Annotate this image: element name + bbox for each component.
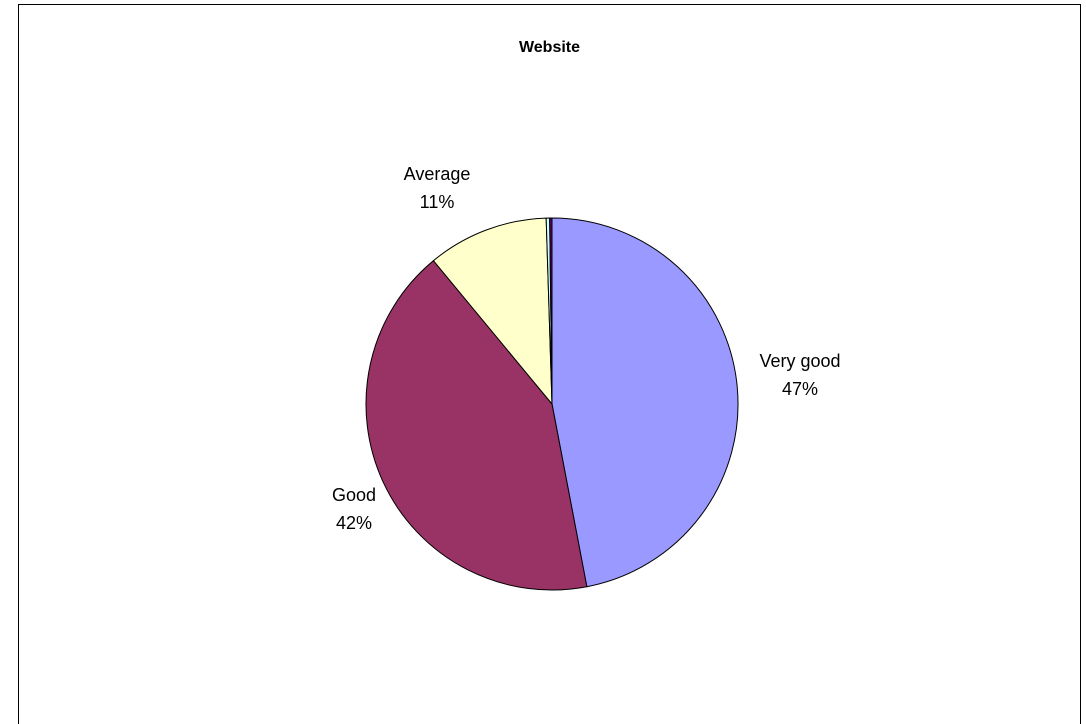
pie-slice-average [432, 217, 553, 406]
slice-percent-good: 42% [336, 513, 372, 533]
pie-slice-unlabeled-4 [549, 217, 553, 405]
slice-label-good: Good [332, 485, 376, 505]
slice-label-average: Average [404, 164, 471, 184]
pie-slice-very-good [551, 217, 739, 588]
chart-title: Website [518, 39, 581, 56]
slice-percent-average: 11% [420, 192, 455, 212]
slice-label-very-good: Very good [759, 351, 840, 371]
pie-slice-good [365, 259, 588, 591]
slice-percent-very-good: 47% [782, 379, 818, 399]
